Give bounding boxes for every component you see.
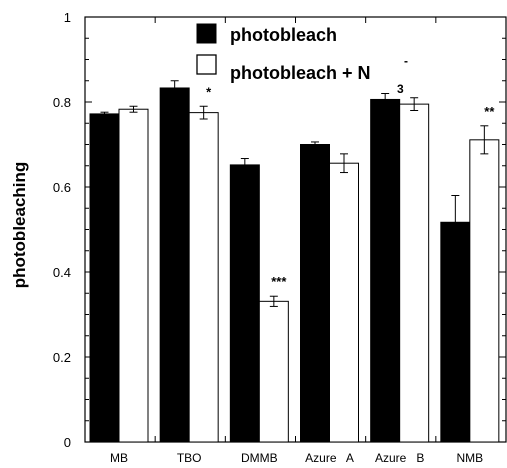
bar [370, 98, 401, 443]
x-tick-label: NMB [456, 451, 483, 465]
legend-swatch-photobleach [196, 23, 217, 44]
bar [399, 103, 430, 443]
significance-marker: * [206, 84, 212, 99]
legend-label-photobleach-n3: photobleach + N [230, 63, 371, 83]
legend-label-subscript: 3 [397, 82, 404, 96]
x-tick-label: Azure B [375, 451, 424, 465]
bar [329, 162, 359, 443]
legend-swatch-photobleach-n3 [196, 54, 217, 75]
legend-label-superscript: - [404, 54, 408, 68]
y-tick-label: 0.6 [53, 180, 71, 195]
x-tick-label: DMMB [241, 451, 278, 465]
bar [300, 144, 330, 443]
bar [89, 113, 120, 443]
x-tick-label: MB [110, 451, 128, 465]
legend: photobleach photobleach + N 3 - [196, 23, 408, 96]
y-tick-label: 0.8 [53, 95, 71, 110]
x-tick-label: Azure A [305, 451, 354, 465]
significance-marker: ** [484, 104, 495, 119]
y-tick-label: 0.2 [53, 350, 71, 365]
legend-label-photobleach: photobleach [230, 25, 337, 45]
bar [440, 221, 471, 443]
bar [159, 87, 190, 443]
significance-marker: *** [271, 274, 287, 289]
bar [258, 300, 289, 443]
y-tick-label: 0 [64, 435, 71, 450]
y-axis-label: photobleaching [10, 162, 29, 289]
bar [469, 139, 500, 443]
bar [229, 164, 260, 443]
bar [188, 112, 219, 443]
bar [118, 108, 149, 443]
legend-label-main: photobleach + N [230, 63, 371, 83]
y-tick-label: 0.4 [53, 265, 71, 280]
y-tick-label: 1 [64, 10, 71, 25]
x-tick-label: TBO [177, 451, 202, 465]
